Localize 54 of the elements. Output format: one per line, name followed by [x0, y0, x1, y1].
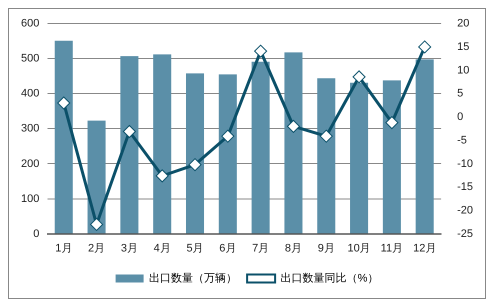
point [122, 125, 136, 138]
point [221, 130, 234, 143]
x-tick-label: 8月 [284, 242, 302, 254]
legend-label: 出口数量（万辆） [149, 272, 238, 285]
bar [284, 52, 302, 234]
x-tick-label: 2月 [88, 242, 106, 254]
point [352, 70, 366, 84]
bar [186, 73, 204, 234]
y2-tick-label: 0 [457, 111, 464, 124]
point [156, 169, 169, 182]
point [57, 96, 70, 110]
y-tick-label: 400 [20, 88, 40, 100]
y-tick-label: 300 [20, 122, 40, 135]
bar [416, 59, 434, 234]
x-tick-label: 4月 [154, 242, 171, 254]
x-tick-label: 9月 [318, 242, 335, 254]
x-tick-label: 7月 [252, 242, 270, 254]
y2-tick-label: -25 [457, 228, 474, 240]
x-tick-label: 6月 [219, 242, 236, 254]
point [320, 130, 333, 143]
bar [317, 78, 336, 234]
x-tick-label: 5月 [186, 242, 204, 254]
y-tick-label: 500 [20, 52, 40, 65]
bar [54, 40, 73, 234]
y2-tick-label: 20 [457, 18, 470, 30]
point [385, 116, 398, 130]
x-tick-label: 1月 [55, 242, 72, 254]
y2-tick-label: -15 [457, 181, 474, 194]
x-tick-label: 10月 [347, 242, 371, 254]
bar [350, 82, 368, 234]
y2-tick-label: 10 [457, 64, 470, 76]
y-tick-label: 200 [20, 158, 40, 170]
point [286, 120, 300, 133]
point [90, 218, 104, 231]
y2-tick-label: 15 [457, 40, 470, 53]
y2-tick-label: 5 [457, 88, 464, 100]
y2-tick-label: -20 [457, 204, 474, 216]
y-tick-label: 0 [33, 228, 40, 240]
y2-tick-label: -10 [457, 158, 474, 170]
x-tick-label: 11月 [380, 242, 404, 254]
legend-label: 出口数量同比（%） [280, 272, 378, 285]
point [188, 158, 202, 172]
bar [120, 56, 138, 234]
point [254, 44, 268, 58]
y2-tick-label: -5 [457, 134, 467, 146]
y-tick-label: 600 [20, 18, 40, 30]
x-tick-label: 3月 [120, 242, 138, 254]
point [418, 40, 432, 54]
bar [218, 74, 237, 234]
y-tick-label: 100 [20, 192, 40, 205]
bar [382, 80, 401, 234]
x-tick-label: 12月 [413, 242, 436, 254]
bar [252, 62, 270, 234]
bar [153, 54, 172, 234]
